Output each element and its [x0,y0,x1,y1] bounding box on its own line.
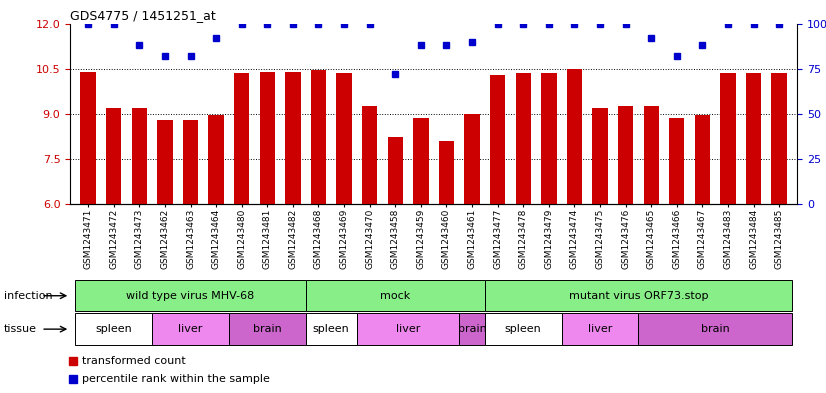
Bar [515,73,531,204]
Bar [336,73,352,204]
Bar [618,107,634,204]
Text: tissue: tissue [4,324,37,334]
Bar [592,108,608,204]
Bar [208,116,224,204]
Bar [157,120,173,204]
Bar [152,314,229,345]
Bar [131,108,147,204]
Text: spleen: spleen [505,324,542,334]
Bar [362,107,377,204]
Bar [75,280,306,311]
Bar [306,314,357,345]
Bar [771,73,787,204]
Bar [306,280,485,311]
Bar [695,116,710,204]
Bar [259,72,275,204]
Bar [387,136,403,204]
Text: liver: liver [178,324,202,334]
Bar [541,73,557,204]
Bar [567,69,582,204]
Bar [357,314,459,345]
Bar [229,314,306,345]
Bar [311,70,326,204]
Bar [80,72,96,204]
Bar [746,73,762,204]
Bar [490,75,506,204]
Text: brain: brain [253,324,282,334]
Text: GDS4775 / 1451251_at: GDS4775 / 1451251_at [70,9,216,22]
Bar [439,141,454,204]
Text: liver: liver [588,324,612,334]
Bar [485,280,792,311]
Bar [285,72,301,204]
Bar [720,73,736,204]
Text: infection: infection [4,291,53,301]
Bar [464,114,480,204]
Bar [413,118,429,204]
Text: brain: brain [700,324,729,334]
Text: mutant virus ORF73.stop: mutant virus ORF73.stop [568,291,708,301]
Bar [183,120,198,204]
Text: liver: liver [396,324,420,334]
Text: spleen: spleen [95,324,132,334]
Bar [459,314,485,345]
Bar [562,314,638,345]
Text: transformed count: transformed count [82,356,186,366]
Bar [485,314,562,345]
Bar [106,108,121,204]
Bar [75,314,152,345]
Bar [638,314,792,345]
Text: wild type virus MHV-68: wild type virus MHV-68 [126,291,254,301]
Bar [643,107,659,204]
Bar [669,118,685,204]
Text: mock: mock [380,291,411,301]
Text: brain: brain [458,324,487,334]
Text: percentile rank within the sample: percentile rank within the sample [82,374,270,384]
Bar [234,73,249,204]
Text: spleen: spleen [313,324,349,334]
